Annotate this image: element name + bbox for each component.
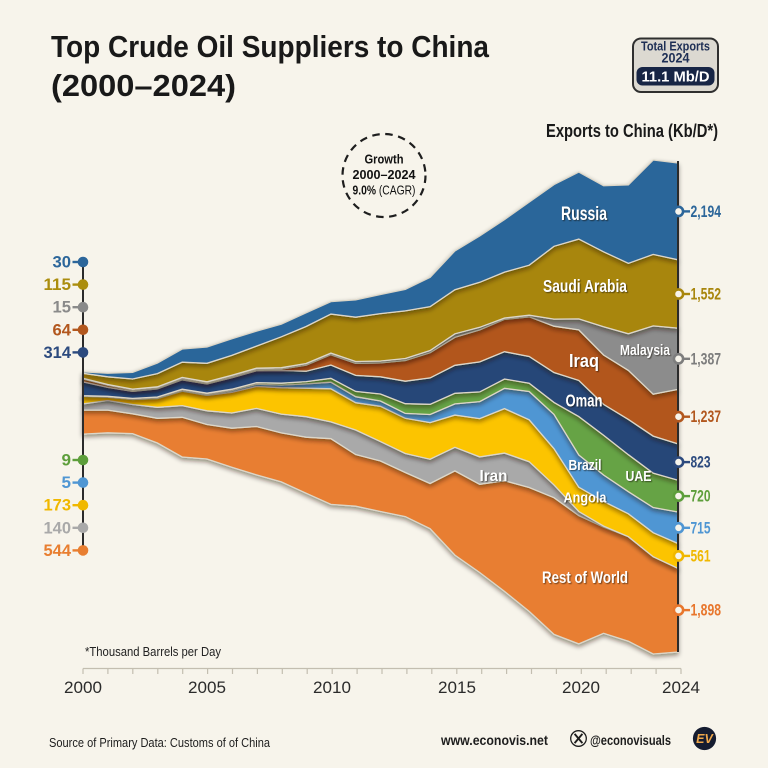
svg-text:Top Crude Oil Suppliers to Chi: Top Crude Oil Suppliers to China [51,29,490,64]
svg-text:823: 823 [691,453,711,472]
svg-text:561: 561 [691,546,711,565]
svg-text:Rest of World: Rest of World [542,569,628,587]
svg-text:2010: 2010 [313,679,351,697]
svg-text:140: 140 [44,518,72,537]
svg-text:5: 5 [62,473,72,492]
svg-text:1,237: 1,237 [691,407,722,426]
svg-text:2005: 2005 [188,679,226,697]
svg-text:@econovisuals: @econovisuals [590,733,671,748]
svg-text:1,552: 1,552 [691,285,722,304]
svg-text:115: 115 [44,275,72,294]
svg-text:Saudi Arabia: Saudi Arabia [543,276,627,296]
svg-text:Iran: Iran [480,468,508,485]
svg-text:720: 720 [691,487,711,506]
svg-text:*Thousand Barrels per Day: *Thousand Barrels per Day [85,645,222,659]
svg-text:Malaysia: Malaysia [620,343,671,359]
svg-text:2020: 2020 [562,679,600,697]
svg-text:2,194: 2,194 [691,202,722,221]
svg-text:2024: 2024 [662,679,700,697]
svg-text:715: 715 [691,518,711,537]
svg-text:Angola: Angola [564,490,608,507]
svg-text:Source of Primary Data: Custom: Source of Primary Data: Customs of of Ch… [49,735,271,750]
svg-text:Exports to China (Kb/D*): Exports to China (Kb/D*) [546,121,718,141]
svg-text:Oman: Oman [566,391,603,411]
svg-text:64: 64 [53,320,72,339]
svg-text:UAE: UAE [626,468,652,485]
svg-text:2000–2024: 2000–2024 [353,168,416,182]
svg-text:9: 9 [62,451,72,470]
svg-text:Growth: Growth [365,153,404,167]
svg-text:11.1 Mb/D: 11.1 Mb/D [642,70,710,86]
svg-text:EV: EV [696,732,714,746]
svg-text:1,387: 1,387 [691,349,722,368]
svg-text:2000: 2000 [64,679,102,697]
svg-text:30: 30 [53,253,72,272]
svg-text:9.0% (CAGR): 9.0% (CAGR) [353,184,416,198]
svg-text:www.econovis.net: www.econovis.net [440,733,548,748]
svg-text:544: 544 [44,541,72,560]
svg-text:173: 173 [44,496,72,515]
svg-text:Iraq: Iraq [569,350,599,371]
svg-text:(2000–2024): (2000–2024) [51,68,236,103]
svg-text:Total Exports: Total Exports [641,39,710,54]
svg-text:15: 15 [53,298,72,317]
svg-text:2015: 2015 [438,679,476,697]
svg-text:314: 314 [44,343,72,362]
svg-text:2024: 2024 [662,51,690,66]
svg-text:Russia: Russia [561,204,607,225]
svg-text:1,898: 1,898 [691,601,722,620]
svg-text:Brazil: Brazil [569,457,602,474]
